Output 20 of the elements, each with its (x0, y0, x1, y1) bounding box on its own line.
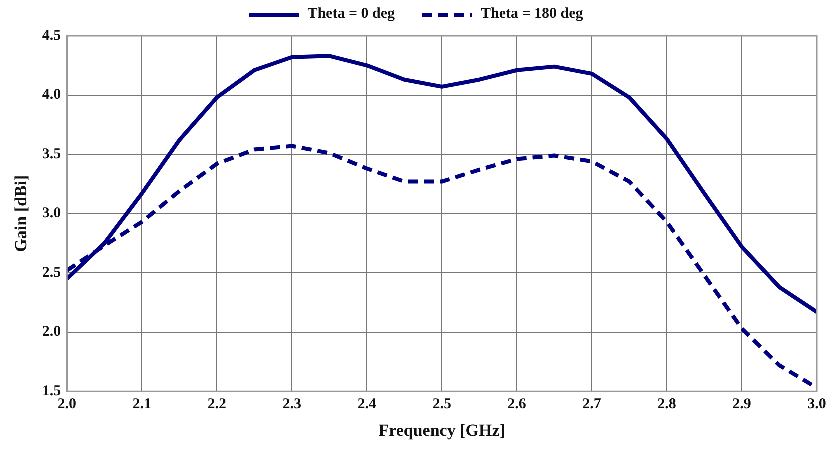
x-tick-label: 2.9 (732, 396, 752, 412)
y-tick-label: 2.5 (42, 264, 62, 281)
x-tick-label: 2.3 (282, 396, 302, 412)
x-tick-label: 2.6 (508, 396, 527, 412)
y-tick-label: 2.0 (42, 324, 62, 340)
y-tick-label: 3.5 (42, 146, 62, 162)
y-tick-label: 4.5 (42, 28, 62, 44)
y-axis-title: Gain [dBi] (12, 175, 31, 252)
legend-label: Theta = 180 deg (481, 6, 584, 23)
x-tick-label: 2.2 (208, 396, 226, 412)
x-tick-label: 2.7 (582, 396, 602, 412)
x-tick-label: 2.5 (432, 396, 452, 412)
y-tick-label: 4.0 (42, 87, 62, 104)
x-axis-title: Frequency [GHz] (378, 421, 506, 440)
x-tick-label: 2.4 (358, 396, 377, 412)
x-tick-label: 2.8 (658, 396, 676, 412)
x-tick-label: 3.0 (808, 396, 826, 412)
x-tick-label: 2.1 (132, 396, 152, 412)
legend-label: Theta = 0 deg (308, 6, 395, 23)
y-tick-label: 3.0 (42, 206, 62, 222)
